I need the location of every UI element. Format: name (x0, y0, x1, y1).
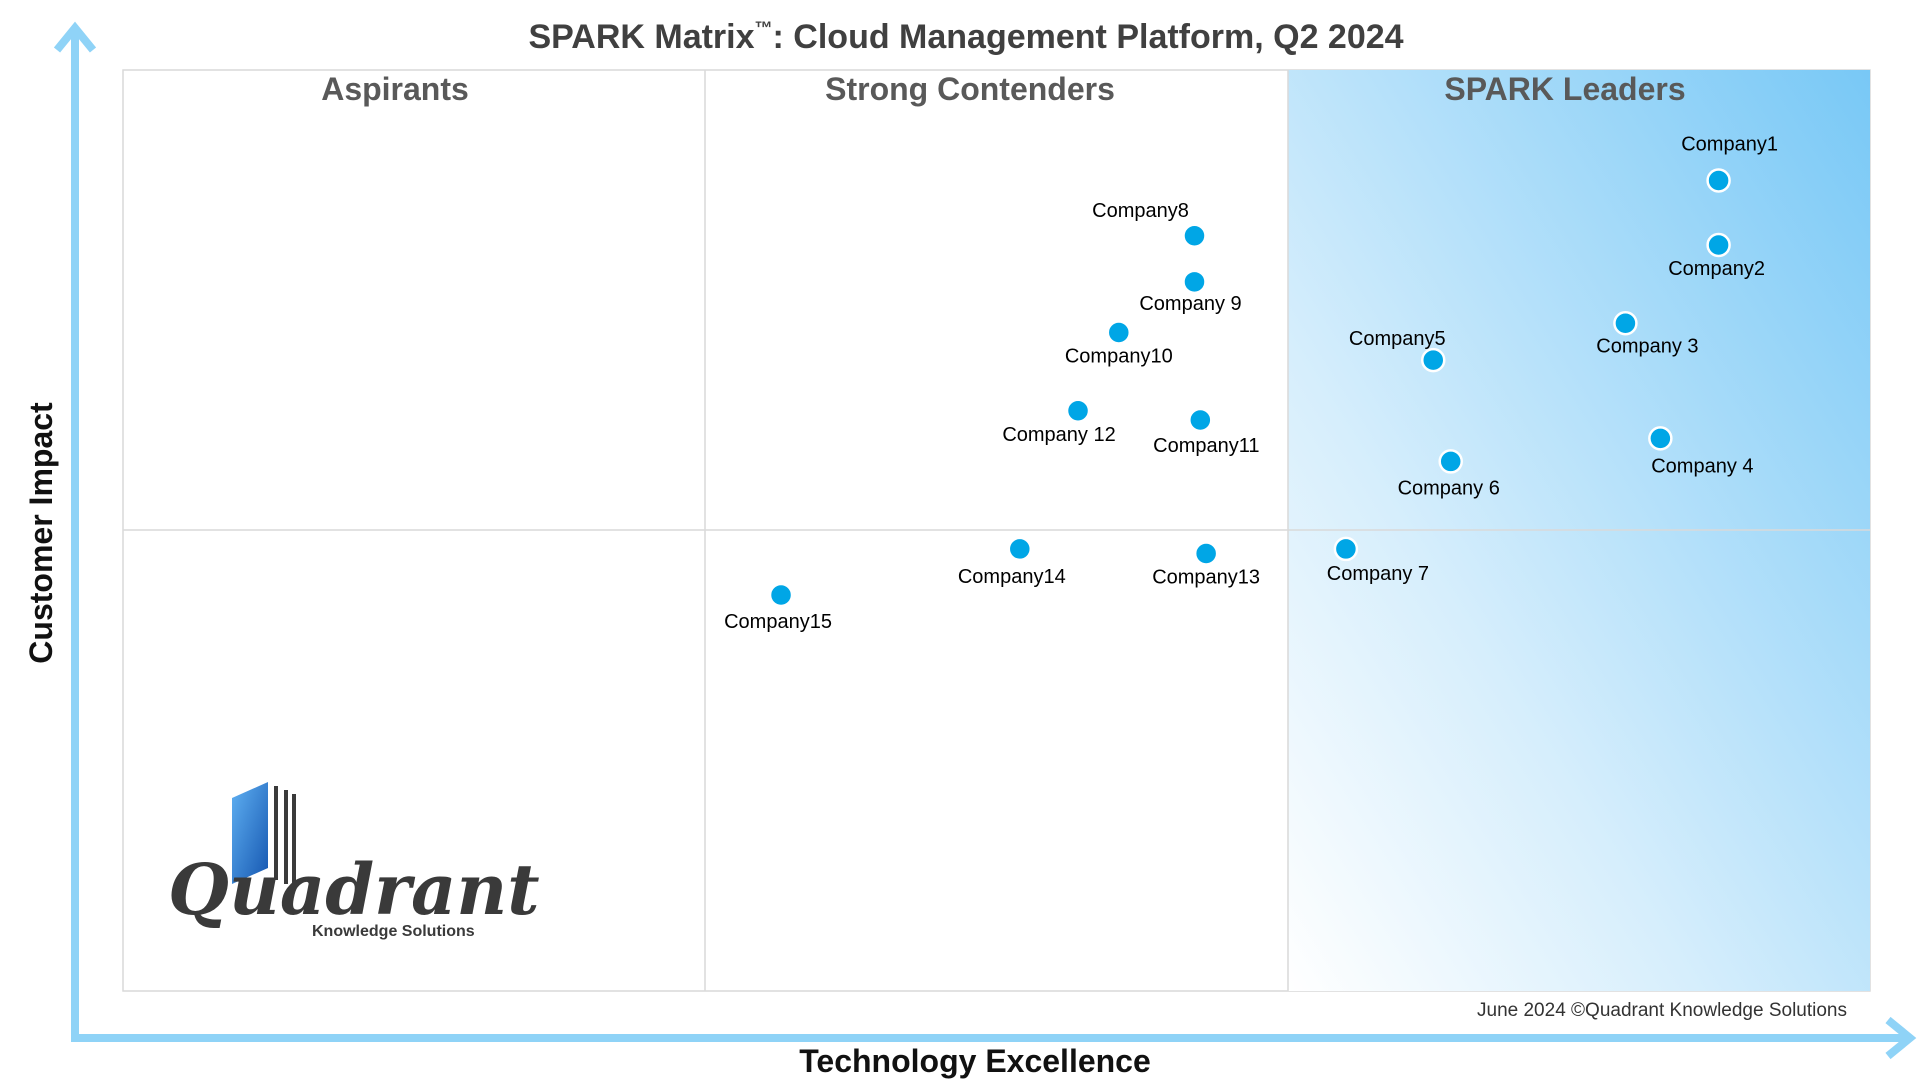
data-point-label: Company 4 (1651, 455, 1753, 477)
data-point (1065, 398, 1091, 424)
data-point-label: Company 3 (1596, 335, 1698, 357)
data-point-label: Company11 (1153, 435, 1259, 457)
data-point-label: Company15 (724, 611, 832, 633)
data-point-label: Company14 (958, 566, 1066, 588)
points-layer: Company1 Company2 Company 3 Company 4 Compan… (724, 134, 1778, 633)
data-point (1188, 407, 1213, 433)
data-point (1648, 426, 1673, 451)
data-point (1182, 223, 1207, 249)
data-point-label: Company13 (1152, 567, 1260, 589)
data-point (1007, 536, 1033, 562)
data-point (1438, 449, 1463, 474)
logo-book-icon (232, 782, 296, 888)
chart-title: SPARK Matrix™: Cloud Management Platform… (528, 18, 1403, 56)
y-axis-title: Customer Impact (23, 402, 59, 664)
y-axis-arrow (53, 21, 97, 1040)
data-point-label: Company1 (1681, 134, 1778, 156)
logo-subtitle: Knowledge Solutions (312, 923, 475, 940)
data-point (1706, 232, 1731, 258)
quadrant-logo: Quadrant Knowledge Solutions (168, 782, 540, 940)
x-axis-arrow (71, 1016, 1917, 1060)
data-point (1333, 536, 1359, 562)
quadrant-label-strong-contenders: Strong Contenders (825, 71, 1115, 107)
data-point-label: Company8 (1092, 200, 1189, 222)
data-point (1613, 311, 1638, 336)
data-point-label: Company 9 (1139, 293, 1241, 315)
data-point-label: Company5 (1349, 328, 1446, 350)
data-point-label: Company 7 (1327, 563, 1429, 585)
quadrant-label-spark-leaders: SPARK Leaders (1444, 71, 1685, 107)
data-point-label: Company10 (1065, 345, 1173, 367)
data-point (1106, 320, 1132, 345)
data-point (768, 582, 794, 608)
quadrant-label-aspirants: Aspirants (321, 71, 469, 107)
data-point-label: Company2 (1668, 258, 1765, 280)
chart-title-rest: : Cloud Management Platform, Q2 2024 (773, 18, 1404, 56)
x-axis-title: Technology Excellence (799, 1043, 1151, 1079)
data-point-label: Company 6 (1398, 477, 1500, 499)
footnote: June 2024 ©Quadrant Knowledge Solutions (1477, 1000, 1847, 1021)
data-point (1182, 269, 1207, 295)
chart-title-tm: ™ (755, 18, 773, 38)
data-point (1193, 541, 1219, 566)
data-point (1421, 347, 1446, 373)
logo-wordmark: Quadrant (168, 848, 540, 931)
data-point-label: Company 12 (1002, 424, 1115, 446)
data-point (1706, 168, 1731, 193)
